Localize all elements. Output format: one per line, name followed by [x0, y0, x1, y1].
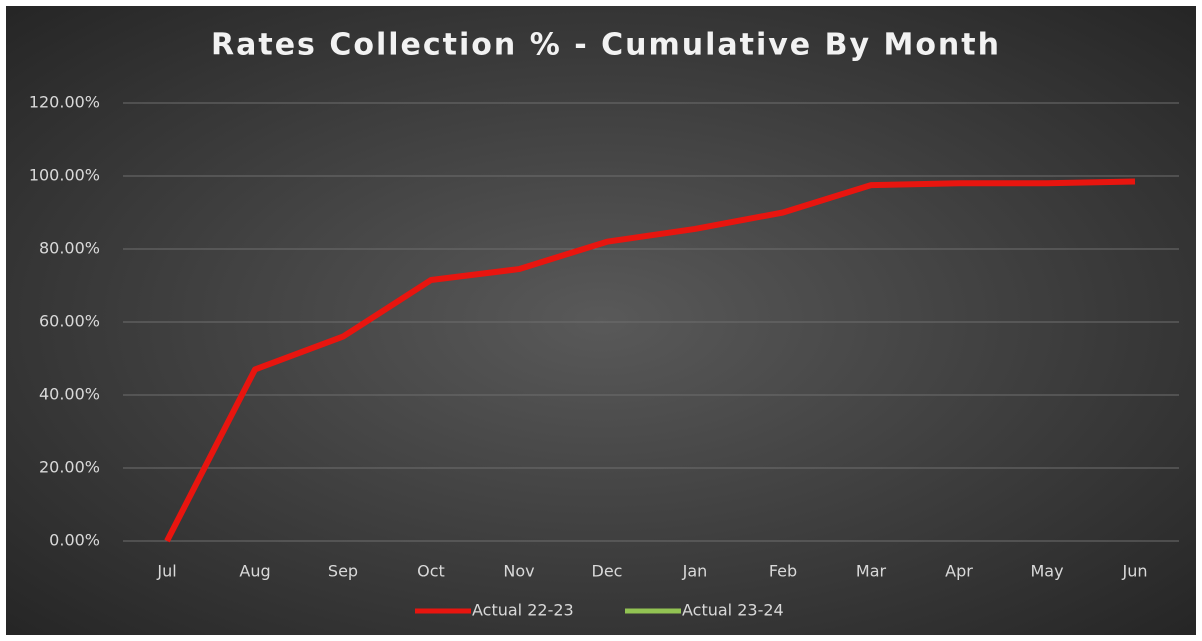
series-line [164, 178, 1136, 543]
chart-title: Rates Collection % - Cumulative By Month [211, 28, 1001, 63]
x-tick-label: Oct [417, 562, 445, 581]
y-tick-label: 60.00% [39, 312, 100, 331]
chart-background [6, 6, 1196, 635]
x-tick-label: Mar [856, 562, 887, 581]
x-tick-label: Apr [945, 562, 973, 581]
x-tick-label: May [1030, 562, 1063, 581]
y-tick-label: 40.00% [39, 385, 100, 404]
y-tick-label: 100.00% [29, 166, 100, 185]
y-tick-label: 120.00% [29, 93, 100, 112]
legend-label: Actual 23-24 [682, 601, 784, 620]
x-tick-label: Jul [156, 562, 176, 581]
x-tick-label: Aug [239, 562, 270, 581]
x-tick-label: Jun [1122, 562, 1148, 581]
x-tick-label: Feb [769, 562, 797, 581]
legend-label: Actual 22-23 [472, 601, 574, 620]
x-tick-label: Sep [328, 562, 358, 581]
x-tick-label: Nov [503, 562, 534, 581]
x-tick-label: Dec [592, 562, 623, 581]
x-tick-label: Jan [682, 562, 708, 581]
y-tick-label: 80.00% [39, 239, 100, 258]
y-tick-label: 20.00% [39, 458, 100, 477]
y-tick-label: 0.00% [49, 531, 100, 550]
